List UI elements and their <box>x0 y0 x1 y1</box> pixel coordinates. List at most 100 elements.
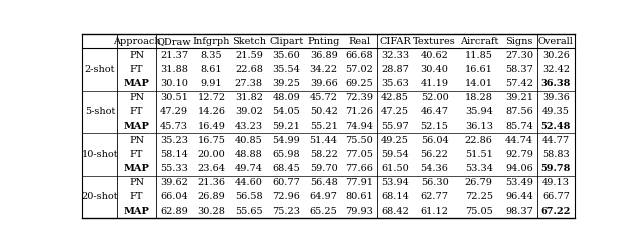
Text: 62.89: 62.89 <box>160 207 188 216</box>
Text: 48.09: 48.09 <box>273 93 300 102</box>
Text: 32.42: 32.42 <box>542 65 570 74</box>
Text: 26.89: 26.89 <box>198 192 225 201</box>
Text: 60.77: 60.77 <box>272 178 300 187</box>
Text: 44.74: 44.74 <box>505 136 533 145</box>
Text: 34.22: 34.22 <box>310 65 338 74</box>
Text: 16.49: 16.49 <box>198 122 225 131</box>
Text: 55.33: 55.33 <box>160 164 188 173</box>
Text: 92.79: 92.79 <box>506 150 533 159</box>
Text: FT: FT <box>130 150 143 159</box>
Text: Clipart: Clipart <box>269 37 303 46</box>
Text: 57.02: 57.02 <box>346 65 373 74</box>
Text: Signs: Signs <box>506 37 533 46</box>
Text: 68.14: 68.14 <box>381 192 409 201</box>
Text: 21.37: 21.37 <box>160 51 188 60</box>
Text: PN: PN <box>129 93 144 102</box>
Text: 56.22: 56.22 <box>420 150 449 159</box>
Text: 49.13: 49.13 <box>542 178 570 187</box>
Text: 72.39: 72.39 <box>346 93 373 102</box>
Text: CIFAR: CIFAR <box>380 37 411 46</box>
Text: PN: PN <box>129 51 144 60</box>
Text: 57.42: 57.42 <box>506 79 533 88</box>
Text: 30.51: 30.51 <box>160 93 188 102</box>
Text: 20.00: 20.00 <box>198 150 225 159</box>
Text: 9.91: 9.91 <box>200 79 222 88</box>
Text: 31.88: 31.88 <box>160 65 188 74</box>
Text: 8.35: 8.35 <box>200 51 222 60</box>
Text: 8.61: 8.61 <box>200 65 222 74</box>
Text: 44.60: 44.60 <box>235 178 263 187</box>
Text: 56.04: 56.04 <box>420 136 449 145</box>
Text: QDraw: QDraw <box>157 37 191 46</box>
Text: 87.56: 87.56 <box>506 108 533 117</box>
Text: 49.74: 49.74 <box>235 164 263 173</box>
Text: MAP: MAP <box>124 164 150 173</box>
Text: 28.87: 28.87 <box>381 65 409 74</box>
Text: 98.37: 98.37 <box>506 207 533 216</box>
Text: 65.25: 65.25 <box>310 207 337 216</box>
Text: 65.98: 65.98 <box>273 150 300 159</box>
Text: 47.25: 47.25 <box>381 108 409 117</box>
Text: 47.29: 47.29 <box>160 108 188 117</box>
Text: 77.66: 77.66 <box>346 164 373 173</box>
Text: 36.13: 36.13 <box>465 122 493 131</box>
Text: 69.25: 69.25 <box>346 79 373 88</box>
Text: 80.61: 80.61 <box>346 192 373 201</box>
Text: 49.35: 49.35 <box>542 108 570 117</box>
Text: 79.93: 79.93 <box>346 207 373 216</box>
Text: 30.10: 30.10 <box>160 79 188 88</box>
Text: 53.34: 53.34 <box>465 164 493 173</box>
Text: 35.23: 35.23 <box>160 136 188 145</box>
Text: 27.38: 27.38 <box>235 79 263 88</box>
Text: 40.85: 40.85 <box>235 136 262 145</box>
Text: MAP: MAP <box>124 122 150 131</box>
Text: 26.79: 26.79 <box>465 178 493 187</box>
Text: 22.68: 22.68 <box>235 65 263 74</box>
Text: 41.19: 41.19 <box>420 79 449 88</box>
Text: 56.58: 56.58 <box>235 192 262 201</box>
Text: 56.30: 56.30 <box>420 178 449 187</box>
Text: 16.61: 16.61 <box>465 65 493 74</box>
Text: 51.51: 51.51 <box>465 150 493 159</box>
Text: 32.33: 32.33 <box>381 51 409 60</box>
Text: 75.05: 75.05 <box>465 207 493 216</box>
Text: 58.37: 58.37 <box>506 65 533 74</box>
Text: 52.15: 52.15 <box>420 122 449 131</box>
Text: 55.65: 55.65 <box>235 207 262 216</box>
Text: PN: PN <box>129 136 144 145</box>
Text: 85.74: 85.74 <box>506 122 533 131</box>
Text: Approach: Approach <box>113 37 161 46</box>
Text: 75.50: 75.50 <box>346 136 373 145</box>
Text: 21.36: 21.36 <box>197 178 225 187</box>
Text: FT: FT <box>130 192 143 201</box>
Text: 59.78: 59.78 <box>541 164 571 173</box>
Text: MAP: MAP <box>124 207 150 216</box>
Text: 27.30: 27.30 <box>506 51 533 60</box>
Text: 30.28: 30.28 <box>198 207 225 216</box>
Text: 11.85: 11.85 <box>465 51 493 60</box>
Text: 94.06: 94.06 <box>506 164 533 173</box>
Text: 42.85: 42.85 <box>381 93 409 102</box>
Text: 71.26: 71.26 <box>346 108 373 117</box>
Text: 14.01: 14.01 <box>465 79 493 88</box>
Text: 39.25: 39.25 <box>272 79 300 88</box>
Text: 55.97: 55.97 <box>381 122 409 131</box>
Text: Pnting: Pnting <box>307 37 340 46</box>
Text: PN: PN <box>129 178 144 187</box>
Text: 61.50: 61.50 <box>381 164 409 173</box>
Text: Real: Real <box>348 37 371 46</box>
Text: 39.36: 39.36 <box>542 93 570 102</box>
Text: 21.59: 21.59 <box>235 51 263 60</box>
Text: 39.02: 39.02 <box>235 108 263 117</box>
Text: 30.26: 30.26 <box>542 51 570 60</box>
Text: 22.86: 22.86 <box>465 136 493 145</box>
Text: 58.83: 58.83 <box>542 150 570 159</box>
Text: 66.04: 66.04 <box>160 192 188 201</box>
Text: Textures: Textures <box>413 37 456 46</box>
Text: 14.26: 14.26 <box>197 108 225 117</box>
Text: 5-shot: 5-shot <box>84 108 115 117</box>
Text: 53.94: 53.94 <box>381 178 409 187</box>
Text: Sketch: Sketch <box>232 37 266 46</box>
Text: 55.21: 55.21 <box>310 122 338 131</box>
Text: MAP: MAP <box>124 79 150 88</box>
